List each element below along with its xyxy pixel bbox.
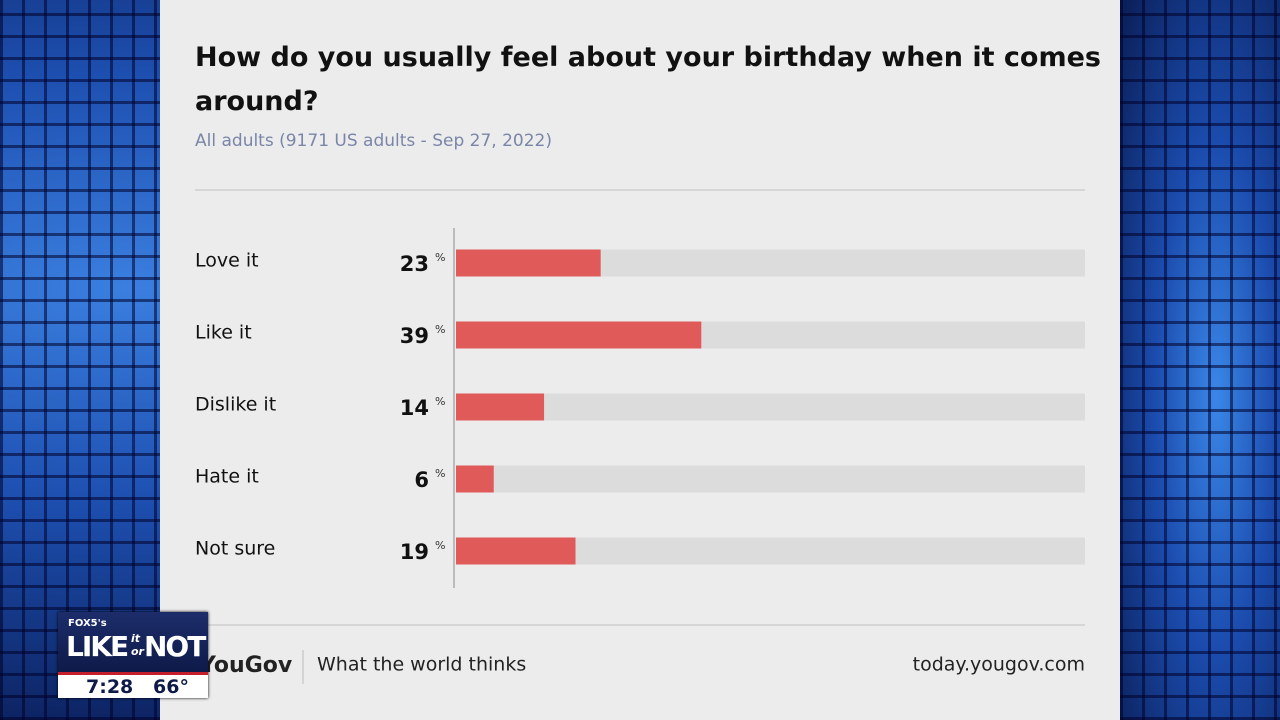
unit-label: % (435, 467, 445, 480)
value-label: 14 (400, 396, 429, 420)
broadcast-badge: FOX5's LIKE it or NOT 7:28 66° (58, 612, 208, 698)
category-label: Not sure (195, 538, 275, 560)
station: FOX5's (68, 618, 107, 629)
value-label: 19 (400, 540, 429, 564)
brand: YouGov (199, 653, 293, 678)
category-label: Dislike it (195, 394, 276, 416)
background-right (1120, 0, 1280, 720)
bar (456, 249, 601, 277)
unit-label: % (435, 395, 445, 408)
category-label: Like it (195, 322, 252, 344)
show-word: it (131, 632, 141, 645)
category-label: Hate it (195, 466, 259, 488)
url: today.yougov.com (913, 654, 1085, 676)
bar (456, 393, 545, 421)
panel: How do you usually feel about your birth… (160, 0, 1120, 720)
unit-label: % (435, 323, 445, 336)
temperature: 66° (153, 676, 189, 698)
show-word: NOT (144, 630, 206, 663)
show-logo: FOX5's LIKE it or NOT (58, 612, 208, 675)
bar-track (456, 465, 1085, 493)
value-label: 6 (414, 468, 429, 492)
value-label: 39 (400, 324, 429, 348)
show-word: LIKE (66, 630, 129, 663)
unit-label: % (435, 539, 445, 552)
chart-subtitle: All adults (9171 US adults - Sep 27, 202… (195, 131, 552, 151)
time: 7:28 (86, 676, 134, 698)
bar (456, 321, 702, 349)
unit-label: % (435, 251, 445, 264)
tagline: What the world thinks (317, 654, 526, 676)
bar (456, 537, 576, 565)
value-label: 23 (400, 252, 429, 276)
chart: How do you usually feel about your birth… (195, 42, 1101, 684)
bar (456, 465, 494, 493)
chart-title: How do you usually feel about your birth… (195, 42, 1101, 117)
show-word: or (131, 645, 144, 658)
bar-track (456, 393, 1085, 421)
category-label: Love it (195, 250, 259, 272)
